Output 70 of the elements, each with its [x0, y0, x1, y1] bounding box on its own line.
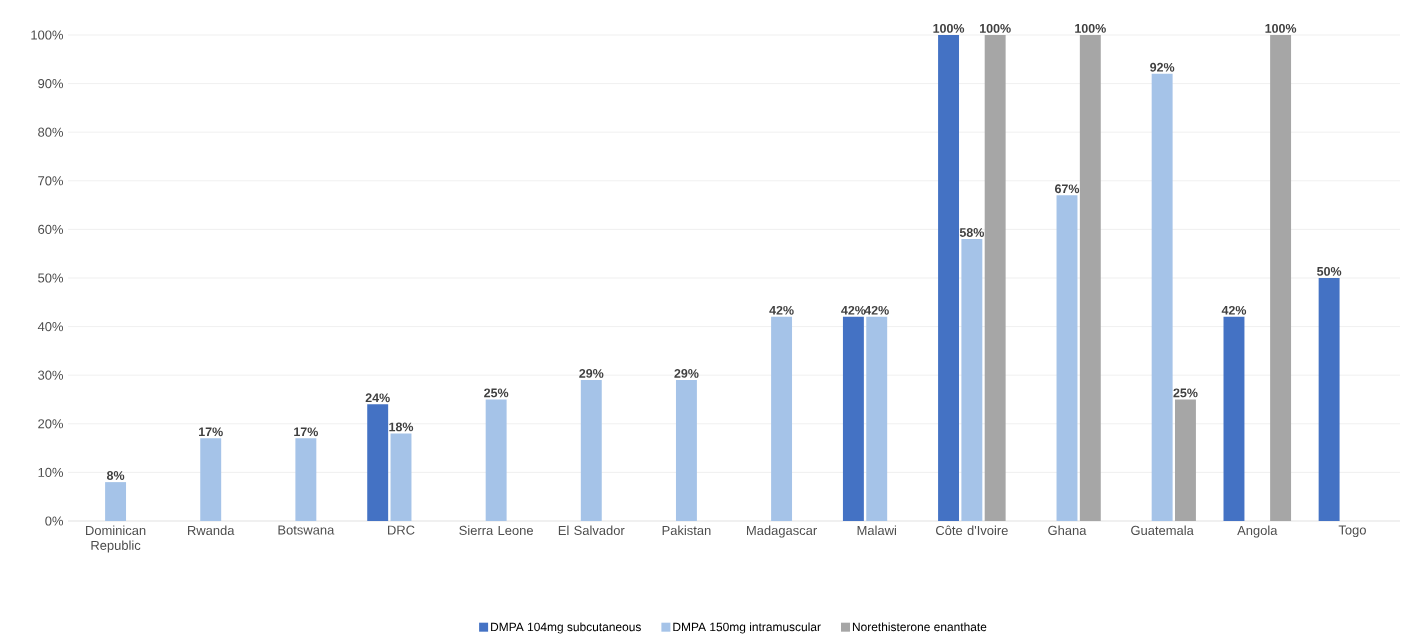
x-tick-label: Côte d'Ivoire	[936, 525, 1008, 536]
data-label: 50%	[1317, 267, 1342, 276]
bar	[771, 316, 793, 522]
bar	[938, 35, 960, 522]
data-label: 18%	[389, 422, 414, 432]
data-label: 17%	[199, 427, 223, 437]
bar	[580, 380, 602, 522]
bar	[675, 380, 697, 522]
x-tick-label: Malawi	[857, 525, 896, 536]
bar	[984, 35, 1006, 522]
data-label: 100%	[1265, 24, 1297, 33]
x-tick-label: El Salvador	[558, 525, 625, 536]
data-label: 42%	[864, 305, 889, 315]
data-label: 58%	[959, 228, 984, 237]
bar	[842, 316, 864, 522]
data-label: 42%	[769, 305, 794, 315]
data-label: 42%	[1221, 305, 1247, 315]
data-label: 67%	[1054, 184, 1080, 194]
bar	[961, 239, 983, 522]
bar	[1174, 399, 1196, 522]
bar	[295, 438, 317, 522]
x-tick-label: Guatemala	[1131, 525, 1194, 536]
bar	[390, 433, 412, 522]
y-tick-label: 0%	[45, 516, 64, 526]
data-label: 29%	[579, 369, 604, 378]
data-label: 100%	[980, 24, 1011, 33]
x-tick-label: DRC	[388, 525, 415, 535]
bar	[105, 482, 127, 522]
y-tick-label: 30%	[38, 370, 64, 380]
y-tick-label: 20%	[38, 419, 64, 429]
bar	[1223, 316, 1245, 522]
data-label: 17%	[294, 427, 318, 437]
data-label: 8%	[106, 471, 125, 480]
y-tick-label: 100%	[31, 30, 64, 40]
bar	[200, 438, 222, 522]
data-label: 25%	[1173, 388, 1198, 398]
y-tick-label: 80%	[38, 127, 64, 137]
legend-label: Norethisterone enanthate	[852, 622, 987, 632]
x-tick-label: Rwanda	[188, 525, 235, 536]
x-tick-label: Dominican Republic	[86, 525, 146, 553]
y-tick-label: 10%	[38, 467, 64, 477]
y-tick-label: 40%	[37, 322, 64, 332]
x-tick-label: Angola	[1237, 525, 1278, 538]
data-label: 24%	[365, 393, 390, 403]
bar	[866, 316, 888, 522]
legend-label: DMPA 150mg intramuscular	[673, 622, 821, 634]
x-tick-label: Botswana	[278, 525, 335, 535]
bar	[485, 399, 507, 522]
data-label: 92%	[1150, 62, 1175, 72]
y-tick-label: 50%	[38, 273, 64, 283]
x-tick-label: Sierra Leone	[459, 525, 533, 536]
data-label: 29%	[674, 369, 699, 378]
x-tick-label: Madagascar	[747, 525, 817, 538]
bar	[367, 404, 389, 522]
data-label: 42%	[841, 305, 866, 315]
x-tick-label: Togo	[1338, 525, 1366, 538]
legend-label: DMPA 104mg subcutaneous	[491, 622, 641, 634]
bar	[1056, 195, 1078, 522]
bar	[1318, 278, 1340, 522]
data-label: 100%	[933, 24, 965, 33]
data-label: 25%	[484, 388, 509, 398]
x-tick-label: Pakistan	[662, 525, 711, 536]
data-label: 100%	[1075, 24, 1106, 33]
y-tick-label: 90%	[38, 79, 64, 89]
bar	[1151, 73, 1173, 522]
bar	[1270, 35, 1292, 522]
y-tick-label: 70%	[38, 176, 64, 186]
x-tick-label: Ghana	[1048, 525, 1087, 536]
y-tick-label: 60%	[38, 224, 64, 234]
bar	[1079, 35, 1101, 522]
